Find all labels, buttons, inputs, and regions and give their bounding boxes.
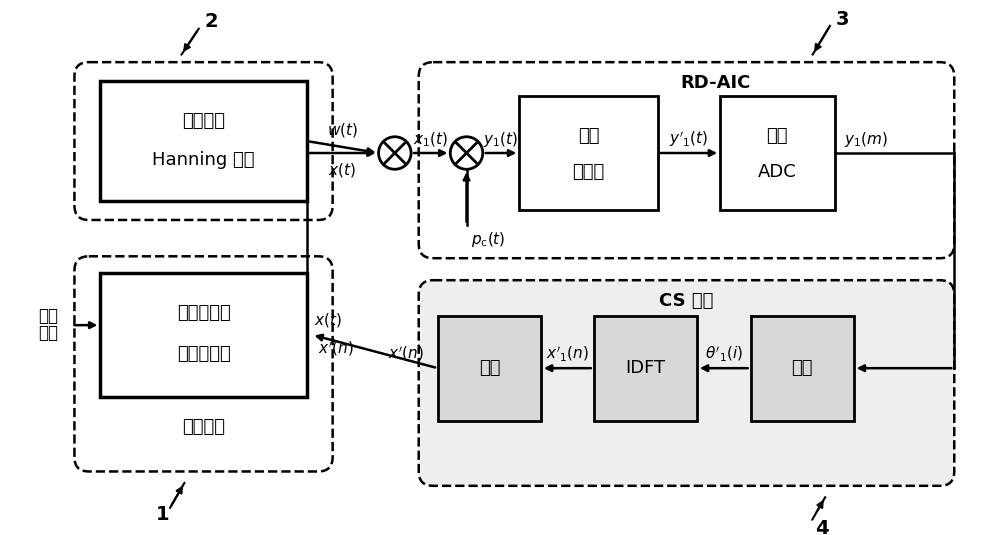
Text: $x(t)$: $x(t)$ xyxy=(328,161,356,179)
Text: 1: 1 xyxy=(156,505,169,524)
Circle shape xyxy=(450,137,483,169)
Text: IDFT: IDFT xyxy=(625,359,665,377)
Text: 4: 4 xyxy=(815,519,829,535)
Text: 重构: 重构 xyxy=(791,359,813,377)
Text: 电压互感器: 电压互感器 xyxy=(177,304,230,322)
Text: $y_1(m)$: $y_1(m)$ xyxy=(844,130,888,149)
Bar xyxy=(720,96,835,210)
Text: RD-AIC: RD-AIC xyxy=(680,74,750,92)
Text: $x'(n)$: $x'(n)$ xyxy=(318,340,353,358)
Text: $\theta'_1(i)$: $\theta'_1(i)$ xyxy=(705,345,743,363)
Bar xyxy=(100,81,307,201)
FancyBboxPatch shape xyxy=(74,256,333,471)
Text: ADC: ADC xyxy=(758,163,797,181)
Text: $x'(n)$: $x'(n)$ xyxy=(388,345,423,363)
FancyBboxPatch shape xyxy=(74,62,333,220)
Text: $x(t)$: $x(t)$ xyxy=(314,311,342,330)
Text: 传感电路: 传感电路 xyxy=(182,417,225,435)
Text: 低通: 低通 xyxy=(578,127,599,145)
Text: 滤波器: 滤波器 xyxy=(572,163,605,181)
Bar xyxy=(100,272,307,397)
Bar xyxy=(438,316,541,421)
Text: 低速: 低速 xyxy=(767,127,788,145)
Bar xyxy=(594,316,697,421)
Text: $x_1(t)$: $x_1(t)$ xyxy=(413,131,448,149)
Text: Hanning 信号: Hanning 信号 xyxy=(152,151,255,169)
Text: 3: 3 xyxy=(836,10,849,29)
Bar xyxy=(751,316,854,421)
Text: CS 重构: CS 重构 xyxy=(659,292,714,310)
Text: 生成连续: 生成连续 xyxy=(182,112,225,131)
Text: 修正: 修正 xyxy=(479,359,500,377)
Text: $y'_1(t)$: $y'_1(t)$ xyxy=(669,130,709,149)
FancyBboxPatch shape xyxy=(419,62,954,258)
Text: $w(t)$: $w(t)$ xyxy=(327,120,358,139)
Text: $x'_1(n)$: $x'_1(n)$ xyxy=(546,345,589,363)
Circle shape xyxy=(379,137,411,169)
Text: $p_{\rm c}(t)$: $p_{\rm c}(t)$ xyxy=(471,230,506,249)
Bar xyxy=(519,96,658,210)
FancyBboxPatch shape xyxy=(419,280,954,486)
Text: 电流互感器: 电流互感器 xyxy=(177,345,230,363)
Text: $y_1(t)$: $y_1(t)$ xyxy=(483,130,519,149)
Text: 电网: 电网 xyxy=(39,307,59,325)
Text: 2: 2 xyxy=(204,12,218,32)
Text: 信号: 信号 xyxy=(39,324,59,342)
